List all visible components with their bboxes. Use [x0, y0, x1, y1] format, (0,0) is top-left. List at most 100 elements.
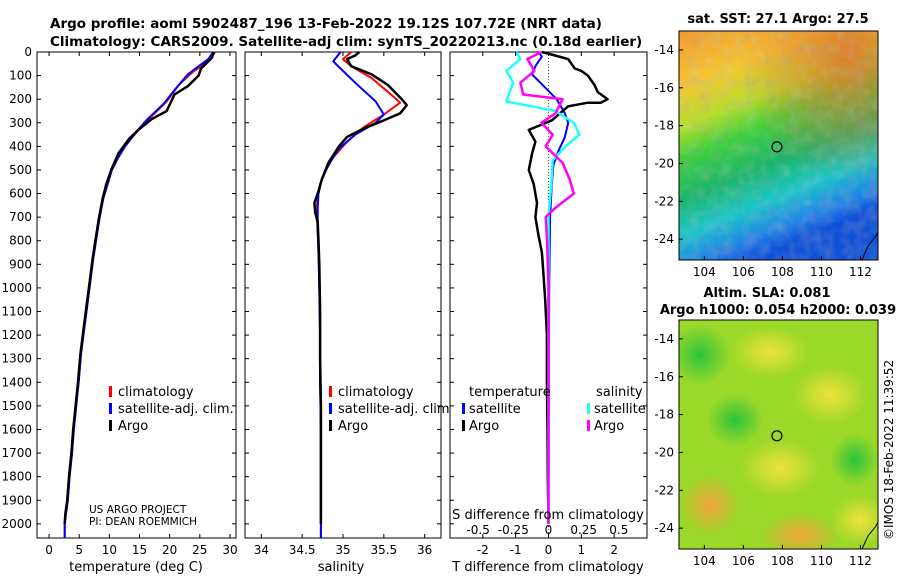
- salinity-xlabel: salinity: [318, 560, 365, 575]
- legend-swatch-sal-satellite: [587, 403, 590, 414]
- legend-label-satellite-adj: satellite-adj. clim.: [118, 402, 234, 417]
- sst-heatmap: [679, 31, 878, 260]
- y-tick-label: 200: [9, 92, 32, 106]
- difference-series: [505, 50, 609, 524]
- map-y-tick-label: -14: [654, 43, 674, 57]
- legend-title-salinity: salinity: [596, 385, 643, 400]
- sst-texture: [679, 31, 878, 260]
- sst-argo-location-marker: [771, 141, 783, 153]
- map-y-tick-label: -18: [654, 119, 674, 133]
- y-tick-label: 1800: [1, 470, 32, 484]
- sst-map-frame: [678, 30, 879, 261]
- legend-label-satellite-adj-s: satellite-adj. clim.: [338, 402, 454, 417]
- map-y-tick-label: -22: [654, 194, 674, 208]
- y-tick-label: 1400: [1, 375, 32, 389]
- map-y-tick-label: -20: [654, 445, 674, 459]
- y-tick-label: 700: [9, 210, 32, 224]
- x-tick-label: 0: [545, 543, 553, 557]
- temperature-xlabel: temperature (deg C): [69, 560, 203, 575]
- difference-xlabel-top: S difference from climatology: [452, 508, 644, 523]
- map-y-tick-label: -24: [654, 232, 674, 246]
- legend-title-temperature: temperature: [469, 385, 551, 400]
- x-tick-label: 0: [45, 543, 53, 557]
- x-tick-label: 10: [102, 543, 117, 557]
- y-tick-label: 1700: [1, 446, 32, 460]
- y-tick-label: 300: [9, 116, 32, 130]
- map-x-tick-label: 110: [810, 265, 833, 279]
- sla-high-5: [760, 513, 840, 549]
- map-x-tick-label: 106: [732, 265, 755, 279]
- difference-ticks: -2 -1 0 1 2 -0.5 -0.25 0 0.25 0.5: [450, 51, 647, 557]
- x-tick-label: -1: [510, 543, 522, 557]
- legend-swatch-sal-argo: [587, 420, 590, 431]
- sla-coastline: [861, 521, 878, 549]
- legend-swatch-satellite-adj-s: [329, 403, 332, 414]
- legend-swatch-argo: [109, 420, 112, 431]
- map-y-tick-label: -14: [654, 332, 674, 346]
- y-tick-label: 1900: [1, 493, 32, 507]
- legend-swatch-temp-satellite: [462, 403, 465, 414]
- y-tick-label: 800: [9, 234, 32, 248]
- y-tick-label: 1500: [1, 399, 32, 413]
- series-line-temperature-argo: [527, 50, 609, 524]
- y-tick-label: 0: [24, 45, 32, 59]
- sla-low-2: [707, 394, 763, 446]
- temperature-series: [63, 51, 216, 538]
- x-top-tick-label: 0.5: [609, 523, 628, 537]
- sla-map-ticks: 104 106 108 110 112 -14 -16 -18 -20 -22 -24: [654, 332, 872, 568]
- sla-high-3: [740, 438, 820, 498]
- sla-map-panel: Altim. SLA: 0.081 Argo h1000: 0.054 h200…: [654, 286, 896, 568]
- sla-map-frame: [678, 319, 879, 550]
- x-tick-label: 35: [335, 543, 350, 557]
- x-top-tick-label: -0.25: [498, 523, 529, 537]
- difference-panel: -2 -1 0 1 2 -0.5 -0.25 0 0.25 0.5 T difference fr…: [449, 50, 648, 575]
- temperature-panel: 0 5 10 15 20 25 300100200300400500600700800900…: [1, 45, 237, 575]
- y-tick-label: 500: [9, 163, 32, 177]
- x-tick-label: 34.5: [289, 543, 316, 557]
- map-x-tick-label: 108: [771, 554, 794, 568]
- salinity-panel: 34 34.5 35 35.5 36 salinity climatology sate…: [244, 51, 454, 575]
- sla-low-1: [679, 325, 730, 385]
- legend-swatch-temp-argo: [462, 420, 465, 431]
- difference-xlabel: T difference from climatology: [451, 560, 644, 575]
- legend-label-sal-satellite: satellite: [594, 402, 646, 417]
- sst-map-panel: sat. SST: 27.1 Argo: 27.5 104 106 108 110 11…: [654, 12, 879, 279]
- legend-label-sal-argo: Argo: [594, 419, 624, 434]
- temperature-ticks: 0 5 10 15 20 25 300100200300400500600700800900…: [1, 45, 237, 557]
- sla-low-3: [831, 434, 878, 486]
- y-tick-label: 1100: [1, 305, 32, 319]
- legend-label-temp-argo: Argo: [469, 419, 499, 434]
- map-x-tick-label: 104: [693, 265, 716, 279]
- x-top-tick-label: -0.5: [466, 523, 489, 537]
- x-tick-label: 15: [132, 543, 147, 557]
- y-tick-label: 1300: [1, 352, 32, 366]
- x-tick-label: 5: [75, 543, 83, 557]
- x-tick-label: 20: [162, 543, 177, 557]
- salinity-legend: climatology satellite-adj. clim. Argo: [329, 385, 454, 434]
- sla-high-2: [792, 365, 868, 425]
- legend-swatch-argo-s: [329, 420, 332, 431]
- legend-label-argo-s: Argo: [338, 419, 368, 434]
- map-x-tick-label: 104: [693, 554, 716, 568]
- x-tick-label: 36: [417, 543, 432, 557]
- series-line-argo: [313, 51, 408, 524]
- map-x-tick-label: 108: [771, 265, 794, 279]
- figure-title-line1: Argo profile: aoml 5902487_196 13-Feb-20…: [50, 16, 602, 32]
- legend-label-climatology-s: climatology: [338, 385, 414, 400]
- map-y-tick-label: -20: [654, 156, 674, 170]
- x-tick-label: 1: [578, 543, 586, 557]
- map-y-tick-label: -16: [654, 370, 674, 384]
- x-tick-label: 2: [610, 543, 618, 557]
- legend-swatch-satellite-adj: [109, 403, 112, 414]
- y-tick-label: 100: [9, 69, 32, 83]
- legend-swatch-climatology: [109, 386, 112, 397]
- sla-map-title: Altim. SLA: 0.081: [704, 286, 831, 301]
- y-tick-label: 1200: [1, 328, 32, 342]
- legend-swatch-climatology-s: [329, 386, 332, 397]
- y-tick-label: 1000: [1, 281, 32, 295]
- map-x-tick-label: 112: [849, 265, 872, 279]
- x-tick-label: -2: [477, 543, 489, 557]
- project-label: US ARGO PROJECT: [89, 504, 187, 516]
- x-tick-label: 35.5: [370, 543, 397, 557]
